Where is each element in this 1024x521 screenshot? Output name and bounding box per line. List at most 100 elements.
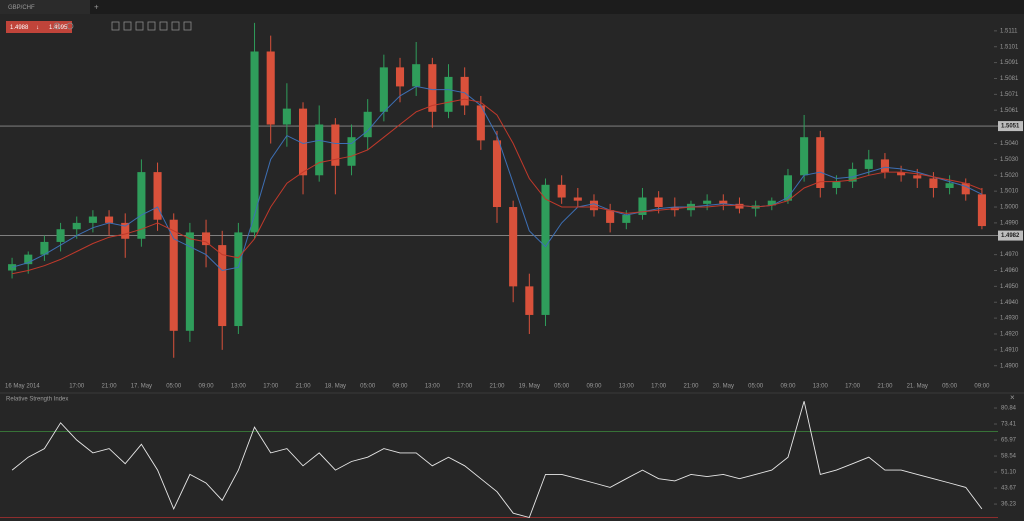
x-tick-label: 21:00 [489, 384, 505, 390]
tab-bar [0, 0, 1024, 14]
y-tick-label: 1.5030 [1000, 157, 1019, 163]
y-tick-label: 1.5040 [1000, 141, 1019, 147]
y-tick-label: 1.4960 [1000, 268, 1019, 274]
x-tick-label: 20. May [713, 384, 734, 390]
moving-average [11, 85, 983, 272]
candle-body [250, 51, 259, 233]
candle-body [8, 264, 17, 271]
y-tick-label: 36.23 [1001, 502, 1017, 508]
candle-body [525, 286, 534, 315]
tool[interactable] [183, 21, 192, 31]
candle-body [961, 183, 970, 195]
candle-body [40, 241, 49, 255]
candle-body [541, 184, 550, 315]
level-label: 1.5051 [1001, 124, 1020, 130]
x-tick-label: 09:00 [393, 384, 409, 390]
x-tick-label: 05:00 [360, 384, 376, 390]
candle-body [719, 200, 728, 204]
quote-box: 1.4988 ↓ 1.4995 [6, 21, 72, 33]
tool[interactable] [171, 21, 180, 31]
level-box [998, 121, 1023, 132]
toolbar [53, 21, 192, 31]
y-tick-label: 1.5101 [1000, 44, 1019, 50]
candle-body [444, 76, 453, 112]
candle-body [832, 181, 841, 188]
x-tick-label: 13:00 [619, 384, 635, 390]
candle-body [880, 159, 889, 173]
x-tick-label: 09:00 [780, 384, 796, 390]
tool[interactable] [135, 21, 144, 31]
y-tick-label: 1.4940 [1000, 300, 1019, 306]
x-tick-label: 21:00 [102, 384, 118, 390]
candle-body [654, 197, 663, 208]
candle-body [121, 222, 130, 239]
candle-body [282, 108, 291, 125]
candle-body [395, 67, 405, 87]
candle-body [557, 184, 566, 198]
x-tick-label: 17. May [131, 384, 152, 390]
rsi-line [11, 401, 983, 519]
candle-body [897, 172, 906, 176]
candle-body [428, 64, 437, 112]
level-label: 1.4982 [1001, 233, 1020, 239]
indicator-title: Relative Strength Index [6, 397, 68, 403]
candle-body [234, 232, 243, 327]
x-tick-label: 17:00 [457, 384, 473, 390]
close-indicator[interactable]: × [1010, 393, 1015, 402]
x-tick-label: 05:00 [166, 384, 182, 390]
y-tick-label: 1.5020 [1000, 173, 1019, 179]
y-tick-label: 58.54 [1001, 454, 1017, 460]
quote-bg [6, 21, 72, 33]
candle-body [88, 216, 97, 223]
zoom-in[interactable] [53, 22, 61, 30]
zoom-out[interactable] [66, 22, 74, 30]
x-tick-label: 18. May [325, 384, 346, 390]
y-tick-label: 51.10 [1001, 470, 1017, 476]
x-tick-label: 21:00 [296, 384, 312, 390]
candle-body [266, 51, 275, 125]
x-tick-label: 17:00 [651, 384, 667, 390]
candle-body [185, 232, 194, 331]
candle-body [153, 172, 162, 220]
bid: 1.4988 [10, 25, 29, 31]
y-tick-label: 1.4910 [1000, 347, 1019, 353]
x-tick-label: 05:00 [554, 384, 570, 390]
tool[interactable] [147, 21, 156, 31]
tab[interactable] [0, 0, 90, 14]
candle-body [638, 197, 647, 215]
x-tick-label: 21:00 [683, 384, 699, 390]
tool[interactable] [159, 21, 168, 31]
x-tick-label: 09:00 [199, 384, 215, 390]
candle-body [412, 64, 421, 87]
x-tick-label: 17:00 [263, 384, 279, 390]
y-tick-label: 1.5010 [1000, 189, 1019, 195]
y-tick-label: 1.4920 [1000, 332, 1019, 338]
x-tick-label: 19. May [519, 384, 540, 390]
tool[interactable] [123, 21, 132, 31]
candle-body [606, 210, 615, 223]
y-tick-label: 1.4930 [1000, 316, 1019, 322]
add-tab[interactable]: + [94, 3, 99, 12]
y-tick-label: 1.4990 [1000, 220, 1019, 226]
y-tick-label: 1.4950 [1000, 284, 1019, 290]
candle-body [816, 137, 825, 188]
x-tick-label: 16 May 2014 [5, 384, 40, 390]
x-tick-label: 21. May [907, 384, 928, 390]
candle-body [72, 222, 81, 230]
candle-body [298, 108, 308, 176]
y-tick-label: 1.5081 [1000, 76, 1019, 82]
candle-body [913, 175, 922, 179]
candle-body [703, 200, 712, 204]
x-tick-label: 09:00 [586, 384, 602, 390]
candle-body [137, 172, 146, 239]
candle-body [767, 200, 776, 206]
tool[interactable] [111, 21, 120, 31]
ask: 1.4995 [49, 25, 68, 31]
candle-body [379, 67, 388, 112]
y-tick-label: 1.5091 [1000, 60, 1019, 66]
candle-body [315, 124, 324, 176]
x-tick-label: 05:00 [748, 384, 764, 390]
candle-body [331, 124, 340, 166]
